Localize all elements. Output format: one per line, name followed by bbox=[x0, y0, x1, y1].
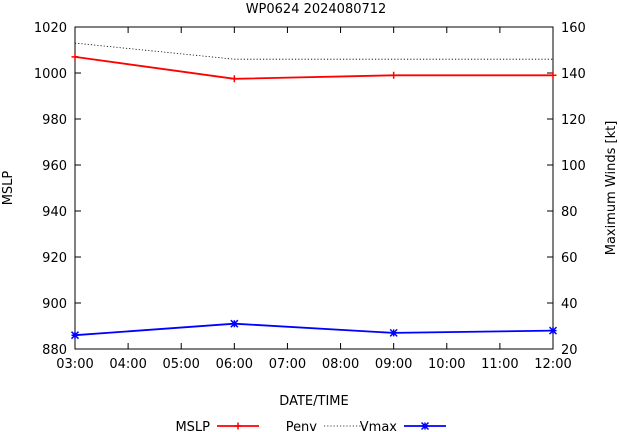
legend-item-penv: Penv bbox=[286, 420, 366, 432]
penv-line bbox=[74, 42, 553, 60]
y-tick-label-left: 880 bbox=[42, 343, 67, 358]
y-tick-label-left: 980 bbox=[42, 113, 67, 128]
x-tick-label: 10:00 bbox=[428, 357, 465, 372]
legend-item-vmax: Vmax bbox=[360, 420, 446, 432]
y-tick-label-left: 900 bbox=[42, 297, 67, 312]
legend-label-mslp: MSLP bbox=[175, 420, 210, 432]
y-tick-label-right: 40 bbox=[561, 297, 578, 312]
vmax-point bbox=[548, 326, 558, 335]
legend-marker-vmax bbox=[420, 421, 430, 431]
y-tick-label-right: 20 bbox=[561, 343, 578, 358]
y-axis-label-left: MSLP bbox=[1, 171, 16, 206]
vmax-point bbox=[230, 319, 239, 328]
x-tick-label: 11:00 bbox=[481, 357, 518, 372]
y-tick-label-right: 120 bbox=[561, 113, 586, 128]
y-tick-label-left: 1000 bbox=[34, 67, 67, 82]
y-tick-label-left: 940 bbox=[42, 205, 67, 220]
vmax-point bbox=[70, 331, 80, 340]
legend-label-vmax: Vmax bbox=[360, 420, 398, 432]
legend-label-penv: Penv bbox=[286, 420, 318, 432]
x-tick-label: 12:00 bbox=[534, 357, 571, 372]
y-axis-label-right: Maximum Winds [kt] bbox=[604, 121, 619, 256]
y-tick-label-right: 140 bbox=[561, 67, 586, 82]
x-tick-label: 03:00 bbox=[56, 357, 93, 372]
x-tick-label: 08:00 bbox=[322, 357, 359, 372]
mslp-point bbox=[549, 71, 557, 79]
x-tick-label: 07:00 bbox=[269, 357, 306, 372]
y-tick-label-left: 1020 bbox=[34, 21, 67, 36]
y-tick-label-right: 160 bbox=[561, 21, 586, 36]
x-axis-label: DATE/TIME bbox=[279, 394, 348, 409]
chart-title: WP0624 2024080712 bbox=[246, 2, 387, 17]
vmax-point bbox=[389, 328, 398, 337]
y-tick-label-left: 960 bbox=[42, 159, 67, 174]
mslp-point bbox=[390, 71, 398, 79]
x-tick-label: 05:00 bbox=[162, 357, 199, 372]
y-tick-label-right: 80 bbox=[561, 205, 578, 220]
series-vmax bbox=[70, 319, 558, 340]
mslp-point bbox=[230, 75, 238, 83]
vmax-line bbox=[74, 322, 554, 337]
legend-item-mslp: MSLP bbox=[175, 420, 259, 432]
legend-marker-mslp bbox=[234, 422, 242, 430]
y-tick-label-right: 100 bbox=[561, 159, 586, 174]
mslp-point bbox=[71, 53, 79, 61]
x-tick-label: 06:00 bbox=[216, 357, 253, 372]
mslp-line bbox=[74, 56, 553, 80]
y-tick-label-left: 920 bbox=[42, 251, 67, 266]
series-mslp bbox=[71, 53, 557, 83]
series-penv bbox=[74, 42, 553, 60]
y-tick-label-right: 60 bbox=[561, 251, 578, 266]
plot-frame bbox=[74, 26, 554, 350]
x-tick-label: 09:00 bbox=[375, 357, 412, 372]
x-tick-label: 04:00 bbox=[109, 357, 146, 372]
